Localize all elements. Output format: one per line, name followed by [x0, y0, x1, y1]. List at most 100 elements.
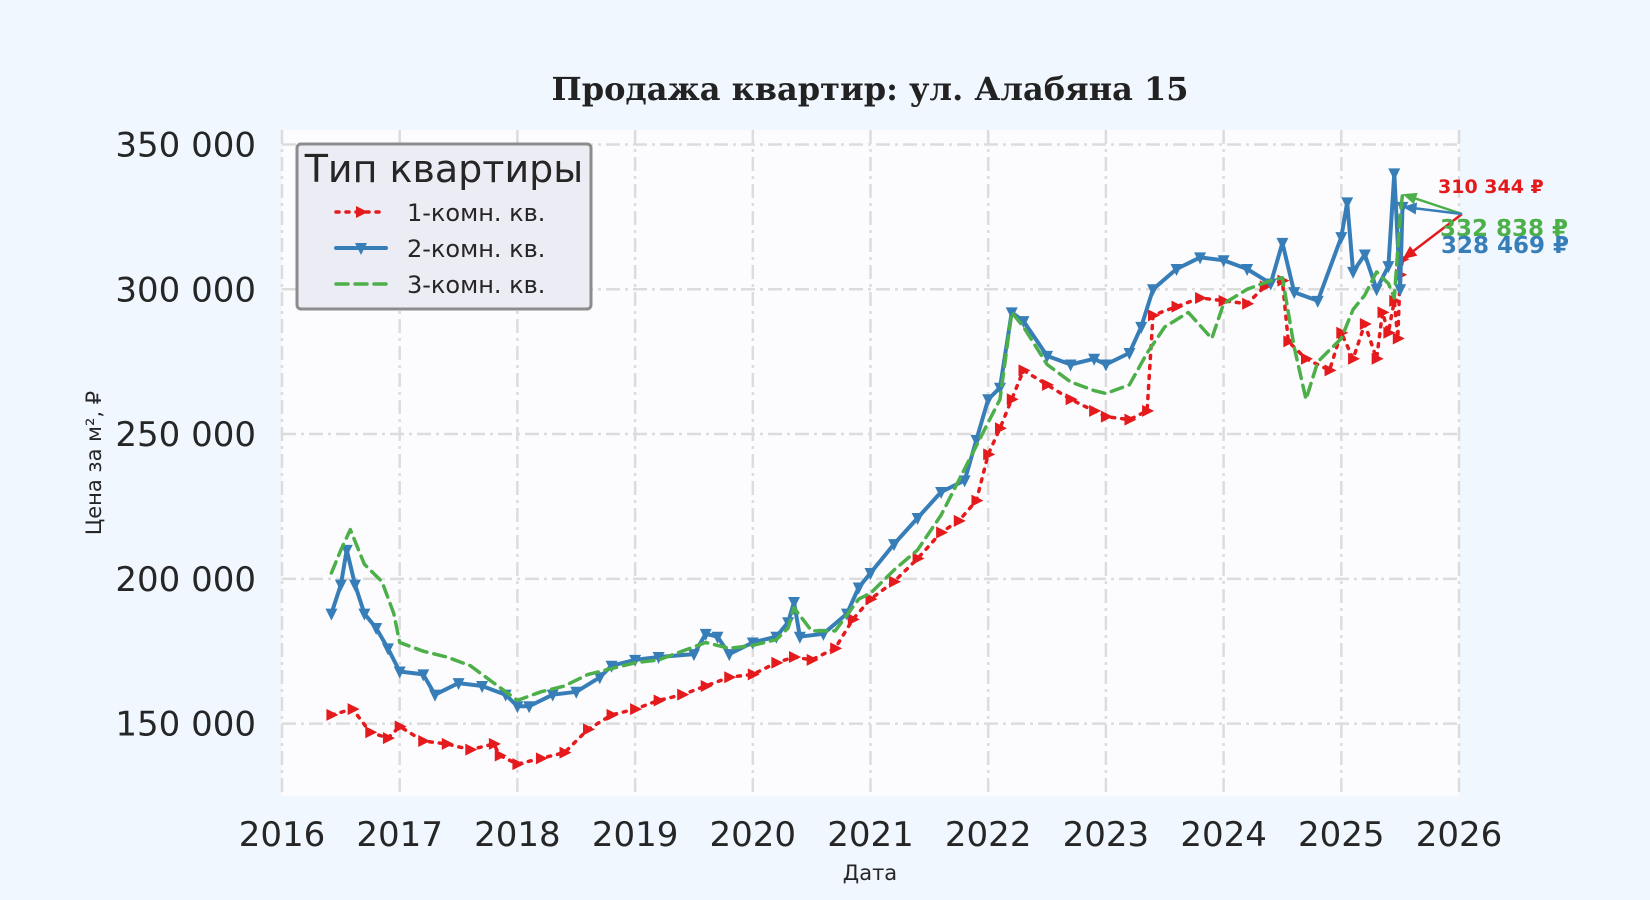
data-point-2: [911, 513, 924, 526]
data-point-1: [1300, 352, 1313, 365]
data-point-2: [864, 568, 877, 581]
data-point-2: [1394, 284, 1407, 297]
data-point-1: [1371, 352, 1384, 365]
data-point-2: [1146, 284, 1159, 297]
x-tick-label: 2020: [710, 815, 797, 855]
data-point-2: [1170, 263, 1183, 276]
data-point-2: [348, 579, 361, 592]
data-point-1: [1389, 294, 1402, 307]
data-point-2: [452, 678, 465, 691]
data-point-2: [711, 631, 724, 644]
tick-labels: 2016 2017 2018 2019 2020 2021 2022 2023 2024 2025…: [115, 125, 1502, 855]
data-point-2: [852, 582, 865, 595]
x-tick-label: 2021: [827, 815, 914, 855]
data-point-1: [1242, 297, 1255, 310]
data-point-2: [593, 672, 606, 685]
data-point-1: [394, 720, 407, 733]
data-point-1: [830, 642, 843, 655]
data-point-1: [1348, 352, 1361, 365]
data-point-1: [465, 743, 478, 756]
legend-label-3: 3-комн. кв.: [407, 271, 545, 299]
data-point-2: [1335, 232, 1348, 245]
x-tick-label: 2024: [1180, 815, 1267, 855]
data-point-2: [687, 649, 700, 662]
data-point-2: [793, 631, 806, 644]
data-point-1: [583, 723, 596, 736]
legend-title: Тип квартиры: [304, 147, 584, 191]
data-point-1: [953, 514, 966, 527]
annotation-arrow-1: [1404, 213, 1463, 258]
data-point-2: [546, 689, 559, 702]
data-point-2: [1194, 252, 1207, 265]
series-1: [326, 253, 1410, 771]
x-tick-label: 2023: [1063, 815, 1150, 855]
y-tick-label: 150 000: [115, 705, 256, 745]
data-point-1: [994, 422, 1007, 435]
data-point-2: [699, 628, 712, 641]
data-point-2: [982, 394, 995, 407]
data-point-1: [912, 552, 925, 565]
data-point-1: [1142, 404, 1155, 417]
data-point-1: [865, 593, 878, 606]
x-tick-label: 2026: [1416, 815, 1503, 855]
data-point-1: [606, 708, 619, 721]
data-point-1: [1065, 393, 1078, 406]
data-point-2: [1123, 347, 1136, 360]
data-point-1: [1006, 393, 1019, 406]
data-point-1: [889, 575, 902, 588]
data-point-2: [629, 654, 642, 667]
x-tick-label: 2018: [474, 815, 561, 855]
data-point-1: [1324, 364, 1337, 377]
data-point-1: [1089, 404, 1102, 417]
data-point-1: [1283, 335, 1296, 348]
x-tick-label: 2025: [1298, 815, 1385, 855]
data-point-1: [747, 668, 760, 681]
data-point-2: [358, 608, 371, 621]
data-point-2: [334, 579, 347, 592]
y-tick-label: 350 000: [115, 125, 256, 165]
legend-box: [295, 142, 593, 311]
legend-label-2: 2-комн. кв.: [407, 235, 545, 263]
x-tick-label: 2022: [945, 815, 1032, 855]
data-point-2: [723, 649, 736, 662]
data-point-1: [677, 688, 690, 701]
data-point-1: [1377, 306, 1390, 319]
data-point-1: [488, 737, 501, 750]
data-point-2: [1311, 295, 1324, 308]
data-point-2: [570, 686, 583, 699]
annotation-label-2: 332 838 ₽: [1440, 216, 1568, 242]
data-point-2: [1288, 287, 1301, 300]
data-point-1: [936, 526, 949, 539]
data-point-1: [512, 758, 525, 771]
data-point-1: [630, 703, 643, 716]
data-point-1: [788, 651, 801, 664]
x-tick-label: 2019: [592, 815, 679, 855]
data-point-1: [365, 726, 378, 739]
annotation-arrowhead-1: [1402, 246, 1418, 260]
data-point-2: [1341, 197, 1354, 210]
data-point-1: [983, 448, 996, 461]
data-point-1: [1042, 378, 1055, 391]
series-2: [325, 168, 1409, 714]
data-point-1: [847, 613, 860, 626]
data-point-2: [1017, 316, 1030, 329]
data-point-1: [535, 752, 548, 765]
annotation-arrowhead-3: [1402, 202, 1418, 215]
data-point-1: [653, 694, 666, 707]
data-point-1: [1383, 326, 1396, 339]
data-point-1: [441, 737, 454, 750]
data-point-1: [494, 749, 507, 762]
data-point-2: [370, 623, 383, 636]
data-point-2: [1217, 255, 1230, 268]
series-3: [329, 192, 1405, 703]
data-point-1: [700, 679, 713, 692]
annotation-arrowhead-2: [1402, 192, 1418, 205]
data-point-1: [326, 708, 339, 721]
data-point-1: [806, 653, 819, 666]
data-point-2: [1382, 261, 1395, 274]
data-point-1: [1359, 318, 1372, 331]
legend-marker-1: [356, 206, 368, 218]
data-point-2: [1370, 284, 1383, 297]
data-point-1: [1195, 291, 1208, 304]
